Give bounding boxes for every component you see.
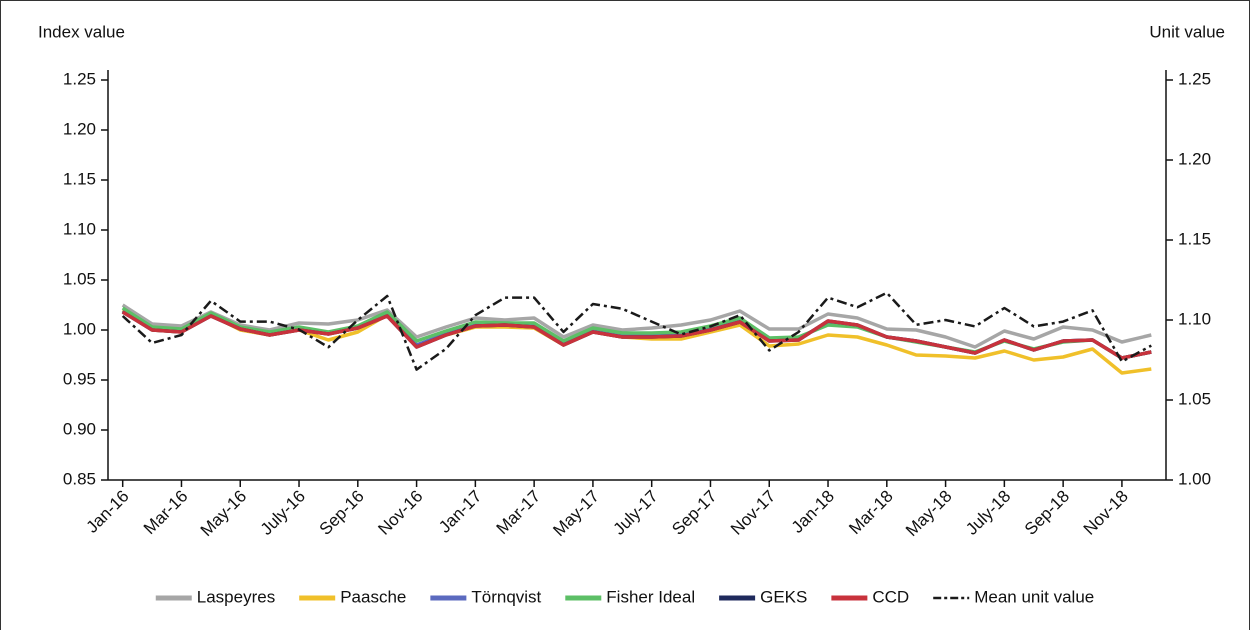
y-tick-label: 1.20: [63, 119, 96, 138]
x-tick-label: July-16: [257, 487, 309, 539]
x-tick-label: Sep-16: [316, 487, 368, 539]
legend-label: CCD: [872, 587, 909, 606]
series-line: [121, 303, 1152, 349]
x-tick-label: Sep-17: [668, 487, 720, 539]
y2-tick-label: 1.15: [1178, 229, 1211, 248]
x-tick-label: July-17: [610, 487, 662, 539]
y-tick-label: 1.00: [63, 319, 96, 338]
legend-label: Laspeyres: [197, 587, 275, 606]
x-tick-label: Mar-18: [845, 487, 897, 539]
y-tick-label: 1.10: [63, 219, 96, 238]
y-tick-label: 1.25: [63, 69, 96, 88]
legend-label: Mean unit value: [974, 587, 1094, 606]
x-tick-label: Nov-17: [727, 487, 779, 539]
y-axis-label: Index value: [38, 22, 125, 41]
x-tick-label: Nov-16: [374, 487, 426, 539]
x-tick-label: May-16: [197, 487, 251, 541]
legend-label: GEKS: [760, 587, 807, 606]
x-tick-label: Mar-17: [493, 487, 545, 539]
y2-axis-label: Unit value: [1149, 22, 1225, 41]
y-tick-label: 1.15: [63, 169, 96, 188]
series-line: [121, 291, 1152, 371]
x-tick-label: July-18: [962, 487, 1014, 539]
x-tick-label: Sep-18: [1021, 487, 1073, 539]
x-tick-label: Nov-18: [1080, 487, 1132, 539]
y2-tick-label: 1.20: [1178, 149, 1211, 168]
y-tick-label: 1.05: [63, 269, 96, 288]
y2-tick-label: 1.10: [1178, 309, 1211, 328]
legend-label: Törnqvist: [471, 587, 541, 606]
legend: Laspeyres Paasche Törnqvist Fisher Ideal GEK…: [155, 587, 1094, 606]
x-tick-label: May-17: [549, 487, 603, 541]
y-tick-label: 0.90: [63, 419, 96, 438]
y2-tick-label: 1.25: [1178, 69, 1211, 88]
y-tick-label: 0.85: [63, 469, 96, 488]
x-tick-label: Mar-16: [140, 487, 192, 539]
y2-tick-label: 1.00: [1178, 469, 1211, 488]
y2-tick-label: 1.05: [1178, 389, 1211, 408]
x-tick-label: Jan-16: [83, 487, 133, 537]
legend-label: Fisher Ideal: [606, 587, 695, 606]
series-line: [121, 310, 1152, 360]
x-tick-label: Jan-17: [435, 487, 485, 537]
x-tick-label: Jan-18: [788, 487, 838, 537]
x-tick-label: May-18: [902, 487, 956, 541]
legend-label: Paasche: [340, 587, 406, 606]
y-tick-label: 0.95: [63, 369, 96, 388]
